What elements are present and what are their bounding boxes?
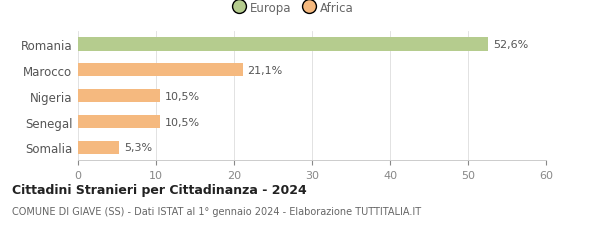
Text: 10,5%: 10,5% [164, 91, 200, 101]
Bar [78, 38, 488, 51]
Bar [78, 141, 119, 155]
Text: Cittadini Stranieri per Cittadinanza - 2024: Cittadini Stranieri per Cittadinanza - 2… [12, 183, 307, 196]
Bar [78, 90, 160, 103]
Legend: Europa, Africa: Europa, Africa [229, 0, 358, 19]
Text: 5,3%: 5,3% [124, 143, 152, 153]
Text: 21,1%: 21,1% [247, 65, 283, 75]
Text: COMUNE DI GIAVE (SS) - Dati ISTAT al 1° gennaio 2024 - Elaborazione TUTTITALIA.I: COMUNE DI GIAVE (SS) - Dati ISTAT al 1° … [12, 206, 421, 216]
Text: 52,6%: 52,6% [493, 40, 528, 49]
Bar [78, 64, 242, 77]
Bar [78, 115, 160, 129]
Text: 10,5%: 10,5% [164, 117, 200, 127]
